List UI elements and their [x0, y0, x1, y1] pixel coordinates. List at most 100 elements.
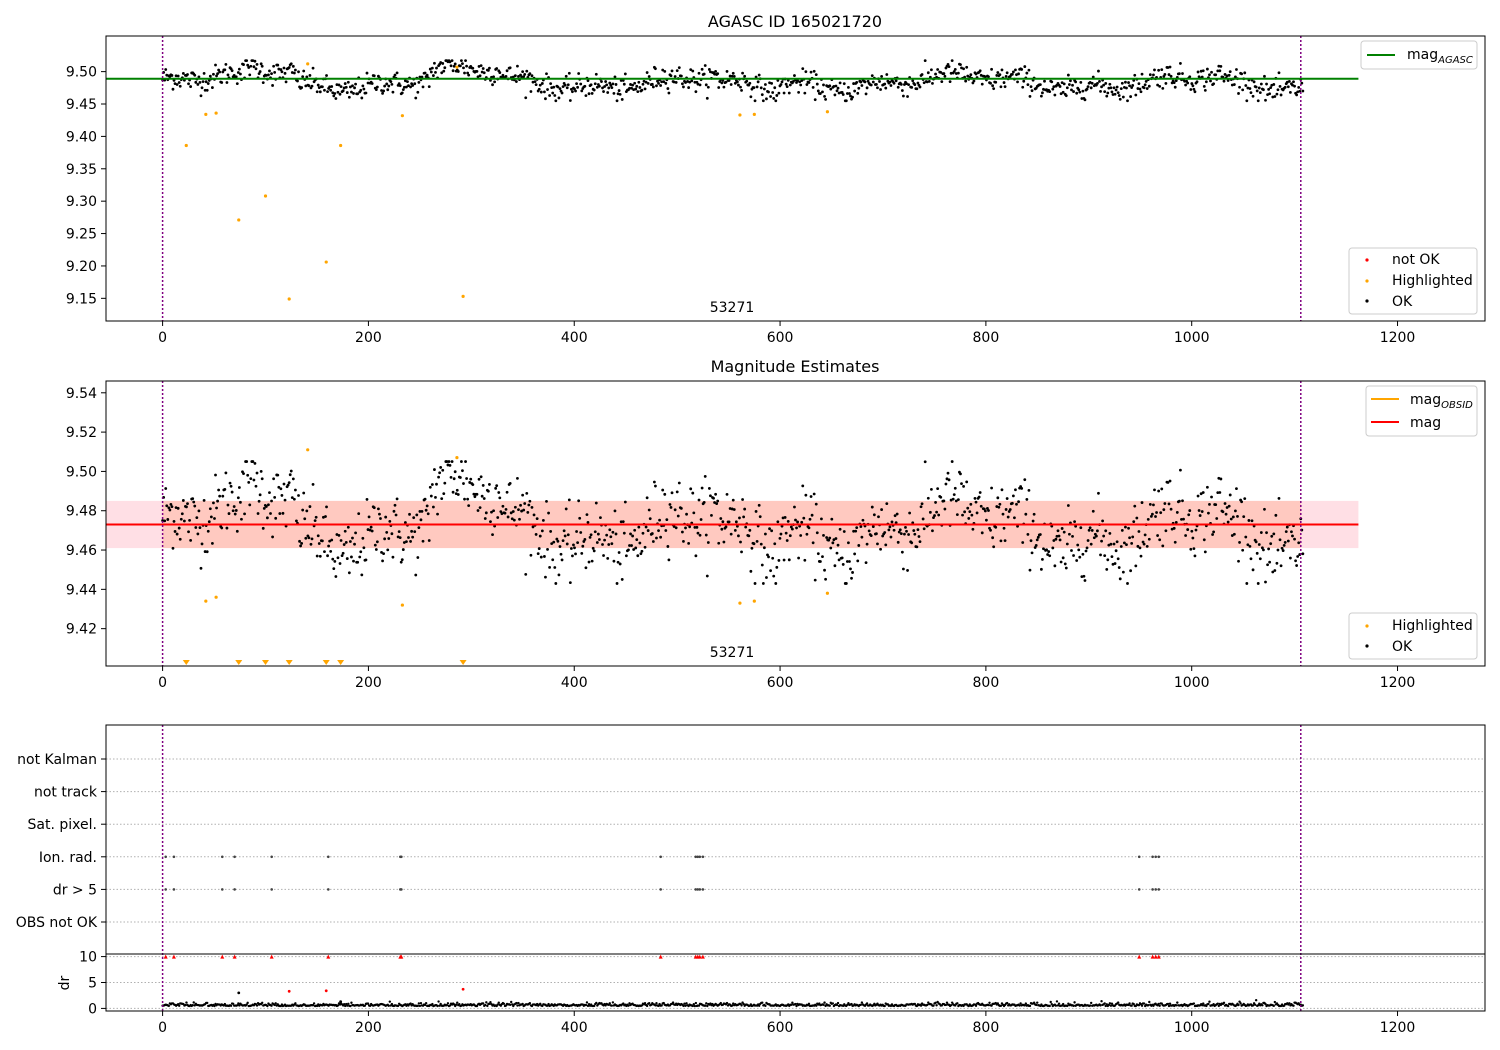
- ok-point: [1140, 72, 1144, 76]
- dr-point: [423, 1003, 427, 1007]
- ok-point: [249, 477, 253, 481]
- ok-point: [610, 542, 614, 546]
- ok-point: [212, 72, 215, 76]
- ok-point: [996, 71, 1000, 74]
- ok-point: [606, 556, 610, 560]
- ok-point: [405, 85, 408, 89]
- ok-point: [527, 503, 531, 507]
- ok-point: [430, 66, 434, 70]
- x-tick-label: 1000: [1174, 675, 1210, 691]
- ok-point: [424, 508, 428, 512]
- ok-point: [314, 515, 318, 519]
- ok-point: [1038, 533, 1042, 536]
- ok-point: [450, 59, 454, 63]
- dr-point: [1217, 1004, 1221, 1008]
- ok-point: [835, 89, 839, 93]
- dr-point: [418, 1004, 422, 1008]
- ok-point: [1297, 541, 1301, 545]
- ok-point: [937, 513, 941, 517]
- ok-point: [260, 64, 264, 68]
- ok-point: [1136, 544, 1140, 548]
- ok-point: [640, 88, 644, 92]
- panel2-marker-legend: Highlighted OK: [1348, 612, 1478, 660]
- ok-point: [1046, 553, 1050, 556]
- ok-point: [221, 70, 225, 74]
- ok-point: [1163, 502, 1167, 505]
- ok-point: [491, 83, 494, 87]
- ok-point: [963, 510, 967, 514]
- ok-point: [1091, 509, 1095, 513]
- ok-point: [980, 531, 984, 535]
- ok-point: [765, 97, 768, 101]
- ok-point: [587, 92, 591, 96]
- ok-point: [211, 86, 214, 89]
- ok-point: [719, 517, 723, 520]
- ok-point: [504, 74, 508, 78]
- ok-point: [943, 507, 947, 511]
- ok-point: [386, 548, 390, 552]
- x-tick-label: 1000: [1174, 1020, 1210, 1036]
- ok-point: [170, 74, 174, 77]
- ok-point: [178, 84, 182, 88]
- ok-point: [1133, 73, 1137, 77]
- ok-point: [734, 520, 738, 524]
- ok-point: [423, 71, 427, 75]
- ok-point: [931, 529, 934, 533]
- ok-point: [672, 80, 676, 84]
- ok-point: [488, 483, 491, 486]
- dr-point: [510, 1000, 513, 1004]
- ok-point: [245, 460, 249, 463]
- ok-point: [1097, 491, 1100, 495]
- ok-point: [737, 83, 740, 87]
- ok-point: [1203, 550, 1207, 554]
- ok-point: [1026, 83, 1030, 87]
- ok-point: [577, 72, 581, 75]
- dr-point: [1061, 1002, 1065, 1006]
- ok-point: [749, 569, 753, 573]
- ok-point: [514, 80, 518, 83]
- ok-point: [764, 83, 767, 86]
- ok-point: [1115, 85, 1119, 89]
- flag-point: [1154, 855, 1157, 859]
- ok-point: [731, 71, 735, 75]
- panel1-title: AGASC ID 165021720: [708, 12, 882, 31]
- ok-point: [224, 62, 228, 66]
- ok-point: [1240, 72, 1244, 76]
- ok-point: [273, 495, 277, 499]
- y-tick-label: 9.50: [66, 464, 97, 480]
- ok-point: [359, 88, 363, 92]
- ok-point: [575, 82, 578, 86]
- ok-point: [493, 80, 497, 84]
- ok-point: [463, 497, 466, 501]
- ok-point: [620, 578, 624, 581]
- ok-point: [270, 499, 273, 503]
- ok-point: [173, 530, 177, 533]
- ok-point: [617, 89, 621, 92]
- ok-point: [385, 82, 389, 86]
- ok-point: [324, 515, 327, 518]
- ok-point: [1005, 71, 1009, 75]
- ok-point: [468, 481, 472, 484]
- dr-axis-label: dr: [57, 975, 73, 990]
- ok-point: [282, 482, 286, 486]
- ok-point: [615, 582, 619, 585]
- ok-point: [370, 82, 374, 85]
- ok-point: [950, 59, 954, 63]
- dr-capped-marker: [1156, 954, 1161, 959]
- ok-point: [364, 558, 368, 562]
- ok-point: [1000, 488, 1004, 492]
- dr-point: [919, 1004, 923, 1007]
- ok-point: [713, 501, 716, 504]
- ok-point: [575, 530, 578, 533]
- ok-point: [1269, 542, 1273, 546]
- ok-point: [696, 531, 700, 535]
- ok-point: [767, 555, 770, 559]
- ok-point: [587, 560, 591, 564]
- ok-point: [1032, 512, 1036, 516]
- highlighted-point: [214, 111, 218, 115]
- ok-point: [901, 94, 905, 98]
- panel1-plot-area: [106, 36, 1359, 321]
- ok-point: [840, 556, 844, 560]
